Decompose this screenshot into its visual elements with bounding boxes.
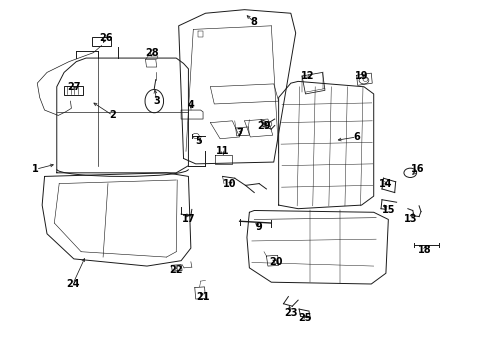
Text: 3: 3 xyxy=(153,96,160,106)
Text: 21: 21 xyxy=(196,292,209,302)
FancyBboxPatch shape xyxy=(63,86,83,95)
Text: 1: 1 xyxy=(32,164,39,174)
Text: 29: 29 xyxy=(257,121,270,131)
Text: 16: 16 xyxy=(410,164,424,174)
Text: 15: 15 xyxy=(381,206,394,216)
Text: 23: 23 xyxy=(284,308,297,318)
Text: 27: 27 xyxy=(67,82,81,92)
Text: 2: 2 xyxy=(109,111,116,121)
Text: 14: 14 xyxy=(378,179,392,189)
Text: 7: 7 xyxy=(236,129,243,138)
Text: 8: 8 xyxy=(250,17,257,27)
Text: 12: 12 xyxy=(301,71,314,81)
Text: 20: 20 xyxy=(269,257,283,267)
Text: 28: 28 xyxy=(145,48,158,58)
Text: 17: 17 xyxy=(182,215,195,224)
Text: 19: 19 xyxy=(354,71,367,81)
Text: 6: 6 xyxy=(352,132,359,142)
Text: 9: 9 xyxy=(255,222,262,231)
Text: 25: 25 xyxy=(298,313,311,323)
Text: 4: 4 xyxy=(187,100,194,110)
Text: 10: 10 xyxy=(223,179,236,189)
FancyBboxPatch shape xyxy=(92,37,111,46)
Text: 11: 11 xyxy=(215,146,229,156)
Text: 18: 18 xyxy=(417,245,431,255)
Text: 26: 26 xyxy=(99,33,112,43)
Text: 13: 13 xyxy=(403,215,416,224)
Text: 24: 24 xyxy=(66,279,80,289)
Text: 22: 22 xyxy=(169,265,183,275)
Text: 5: 5 xyxy=(194,136,201,145)
